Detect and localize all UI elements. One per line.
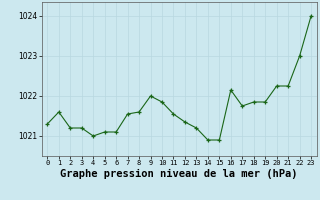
X-axis label: Graphe pression niveau de la mer (hPa): Graphe pression niveau de la mer (hPa) — [60, 169, 298, 179]
